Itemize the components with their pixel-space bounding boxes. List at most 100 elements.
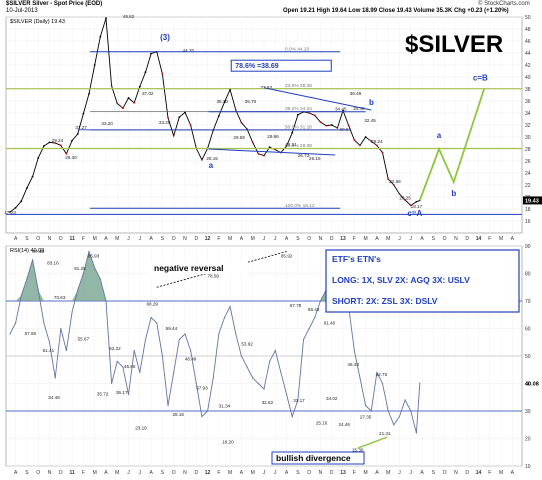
price-point <box>105 17 107 20</box>
price-point <box>415 200 418 203</box>
rsi-xtick-label: M <box>386 470 390 476</box>
price-point <box>296 113 299 116</box>
price-ytick-label: 46 <box>525 39 531 45</box>
rsi-xtick-label: D <box>59 470 63 476</box>
rsi-point <box>353 349 355 352</box>
rsi-point <box>94 267 96 269</box>
price-xtick-label: S <box>161 236 165 242</box>
price-point <box>144 71 147 74</box>
price-data-label: 32.45 <box>364 118 376 123</box>
price-data-label: 36.48 <box>350 91 362 96</box>
rsi-data-label: 70.63 <box>54 295 66 300</box>
price-ytick-label: 32 <box>525 123 531 129</box>
rsi-point <box>133 349 135 352</box>
price-xtick-label: J <box>263 236 266 242</box>
rsi-xtick-label: F <box>353 470 356 476</box>
price-point <box>364 136 367 138</box>
rsi-data-label: 25.16 <box>316 420 328 425</box>
price-xtick-label: A <box>285 236 289 242</box>
rsi-data-label: 57.66 <box>25 331 37 336</box>
rsi-data-label: 53.92 <box>241 341 253 346</box>
rsi-xtick-label: 11 <box>69 470 75 476</box>
price-xtick-label: M <box>251 236 255 242</box>
rsi-point <box>212 377 214 379</box>
price-data-label: 37.83 <box>261 85 273 90</box>
rsi-point <box>150 316 152 319</box>
rsi-xtick-label: M <box>228 470 232 476</box>
price-layer: 17.23 29.24 26.30 31.27 33.20 49.82 37.02 33.28… <box>4 14 542 215</box>
rsi-data-label: 55.67 <box>78 336 90 341</box>
rsi-point <box>404 399 406 401</box>
price-ytick-label: 18 <box>525 207 531 213</box>
price-data-label: 29.65 <box>233 135 245 140</box>
rsi-point <box>308 327 310 330</box>
price-point <box>375 144 378 147</box>
price-point <box>26 187 28 189</box>
rsi-point <box>54 377 56 379</box>
rsi-point <box>20 294 22 297</box>
price-xtick-label: M <box>386 236 390 242</box>
price-point <box>167 116 169 119</box>
rsi-data-label: 28.16 <box>172 412 184 417</box>
rsi-series-line <box>9 249 421 434</box>
price-ytick-label: 44 <box>525 51 531 57</box>
rsi-point <box>410 410 412 412</box>
price-point <box>308 112 311 114</box>
chart-title: $SILVER <box>405 31 503 58</box>
price-xtick-label: A <box>420 236 424 242</box>
symbol-line: $SILVER Silver - Spot Price (EOD) <box>6 1 103 7</box>
price-point <box>285 145 288 147</box>
price-point <box>291 131 294 134</box>
price-xtick-label: M <box>364 236 368 242</box>
rsi-data-label: 37.93 <box>196 385 208 390</box>
rsi-point <box>156 322 158 324</box>
rsi-point <box>43 322 45 324</box>
rsi-data-label: 24.46 <box>338 422 350 427</box>
rsi-xtick-label: J <box>410 470 413 476</box>
retrace-box <box>230 59 332 72</box>
price-xtick-label: M <box>93 236 97 242</box>
rsi-data-label: 46.43 <box>347 362 359 367</box>
rsi-point <box>116 360 118 363</box>
rsi-xtick-label: A <box>240 470 244 476</box>
rsi-xtick-label: A <box>14 470 18 476</box>
rsi-point <box>144 338 147 341</box>
rsi-point <box>77 289 79 291</box>
price-data-label: 44.20 <box>183 48 195 53</box>
rsi-data-label: 85.93 <box>88 253 100 258</box>
price-data-label: 22.68 <box>389 179 401 184</box>
price-point <box>387 178 390 180</box>
rsi-xtick-label: F <box>217 470 220 476</box>
rsi-point <box>99 278 101 280</box>
rsi-ytick-label: 20 <box>525 437 531 443</box>
price-xtick-label: J <box>410 236 413 242</box>
rsi-point <box>365 404 367 407</box>
price-xtick-label: F <box>353 236 356 242</box>
price-point <box>319 121 322 123</box>
chart-date: 10-Jul-2013 <box>6 8 38 14</box>
price-point <box>409 204 412 207</box>
rsi-xtick-label: M <box>364 470 368 476</box>
rsi-point <box>105 300 107 302</box>
rsi-xtick-label: N <box>454 470 458 476</box>
rsi-xtick-label: O <box>36 470 40 476</box>
rsi-xtick-label: A <box>285 470 289 476</box>
price-point <box>353 139 356 141</box>
rsi-data-label: 45.56 <box>124 364 136 369</box>
price-point <box>240 121 243 124</box>
quote-line: Open 19.21 High 19.64 Low 18.99 Close 19… <box>283 8 509 14</box>
price-ytick-label: 36 <box>525 99 531 105</box>
price-xtick-label: S <box>432 236 436 242</box>
rsi-data-label: 31.34 <box>219 403 231 408</box>
rsi-point <box>285 393 288 396</box>
price-data-label: 26.15 <box>206 156 218 161</box>
annotation-layer: $SILVER (Daily) 19.43 RSI(14) 40.08 0.0% 4… <box>6 19 522 465</box>
price-point <box>14 206 17 209</box>
rsi-xtick-label: J <box>274 470 277 476</box>
price-data-label: 29.24 <box>52 138 64 143</box>
price-xtick-label: 12 <box>205 236 211 242</box>
retrace-box-text: 78.6% =38.69 <box>235 63 279 70</box>
price-data-label: 49.82 <box>123 14 135 19</box>
price-ytick-label: 22 <box>525 183 531 189</box>
